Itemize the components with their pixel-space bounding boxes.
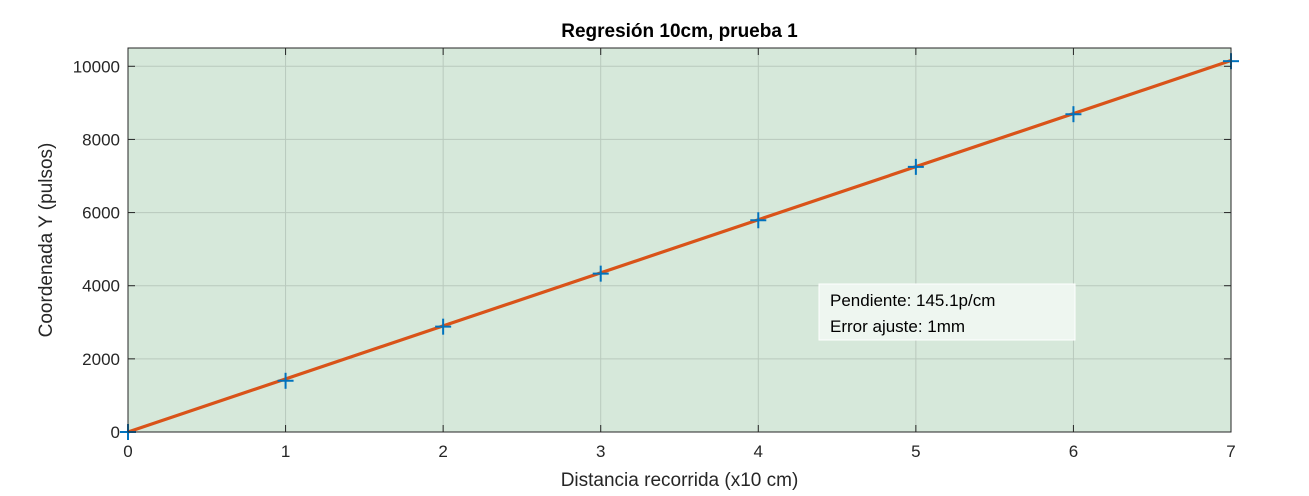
data-point <box>907 158 924 175</box>
x-tick-label: 2 <box>438 442 447 461</box>
y-tick-label: 4000 <box>82 277 120 296</box>
data-point <box>277 372 294 389</box>
x-tick-label: 0 <box>123 442 132 461</box>
axis-ticks: 0 1 2 3 4 5 6 7 0 2000 4000 6000 8000 10000 <box>73 48 1236 461</box>
y-axis-label: Coordenada Y (pulsos) <box>36 143 57 338</box>
x-tick-label: 7 <box>1226 442 1235 461</box>
y-tick-label: 8000 <box>82 130 120 149</box>
y-tick-label: 10000 <box>73 57 120 76</box>
data-point <box>592 265 609 282</box>
x-tick-label: 4 <box>754 442 763 461</box>
regression-line <box>127 59 1232 434</box>
data-point <box>1065 106 1082 123</box>
x-tick-label: 1 <box>281 442 290 461</box>
plot-area <box>128 48 1231 432</box>
chart-title: Regresión 10cm, prueba 1 <box>561 21 798 42</box>
x-tick-label: 5 <box>911 442 920 461</box>
regression-line-group <box>127 59 1232 434</box>
annotation-box: Pendiente: 145.1p/cm Error ajuste: 1mm <box>818 283 1076 341</box>
annotation-error-text: Error ajuste: 1mm <box>830 317 965 336</box>
y-tick-label: 6000 <box>82 204 120 223</box>
data-point <box>750 212 767 229</box>
annotation-background <box>818 283 1076 341</box>
y-tick-label: 2000 <box>82 350 120 369</box>
plot-frame <box>127 47 1232 433</box>
annotation-slope-text: Pendiente: 145.1p/cm <box>830 291 995 310</box>
data-point <box>435 318 452 335</box>
x-tick-label: 6 <box>1069 442 1078 461</box>
x-axis-label: Distancia recorrida (x10 cm) <box>561 470 799 491</box>
x-tick-label: 3 <box>596 442 605 461</box>
y-tick-label: 0 <box>111 423 120 442</box>
